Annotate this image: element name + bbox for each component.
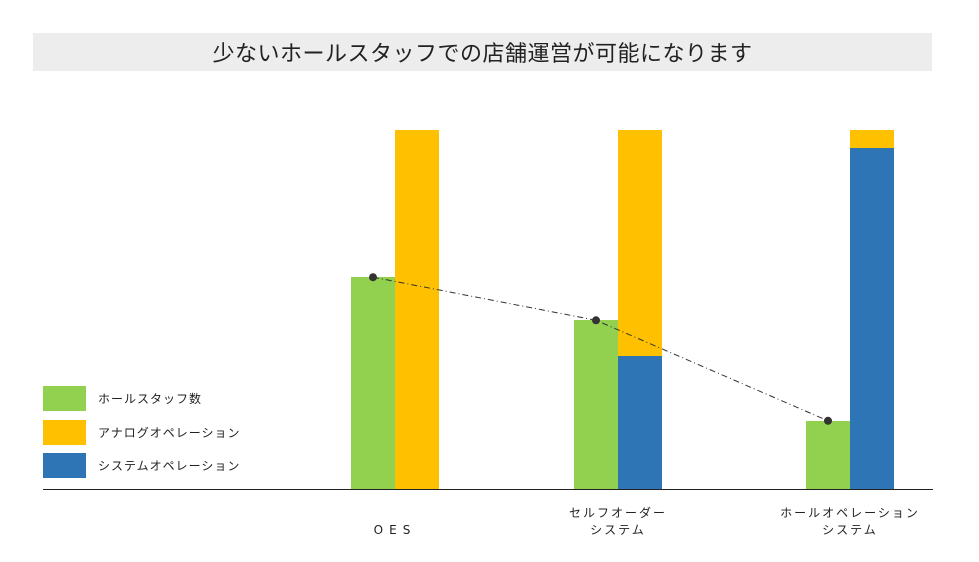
trend-point bbox=[824, 416, 832, 425]
legend-item: システムオペレーション bbox=[43, 453, 240, 478]
bar-analog-operation bbox=[850, 130, 894, 148]
bar-staff bbox=[806, 420, 850, 489]
legend-swatch bbox=[43, 386, 86, 411]
bar-staff bbox=[574, 320, 618, 489]
trend-point bbox=[369, 273, 377, 282]
x-tick-label: セルフオーダー システム bbox=[568, 506, 667, 537]
legend-swatch bbox=[43, 420, 86, 445]
bar-staff bbox=[351, 277, 395, 489]
x-tick-label: OES bbox=[373, 523, 417, 537]
bar-system-operation bbox=[850, 147, 894, 489]
legend-item: アナログオペレーション bbox=[43, 420, 241, 445]
chart-title-bar: 少ないホールスタッフでの店舗運営が可能になります bbox=[33, 33, 932, 71]
legend-label: システムオペレーション bbox=[98, 459, 241, 473]
x-axis-line bbox=[43, 489, 933, 490]
chart-title: 少ないホールスタッフでの店舗運営が可能になります bbox=[212, 42, 753, 67]
x-tick-label: ホールオペレーション システム bbox=[780, 506, 920, 537]
bar-system-operation bbox=[618, 356, 662, 489]
trend-point bbox=[592, 316, 600, 325]
legend-label: アナログオペレーション bbox=[98, 426, 241, 440]
legend-item: ホールスタッフ数 bbox=[43, 386, 202, 411]
bar-analog-operation bbox=[395, 130, 439, 489]
legend-label: ホールスタッフ数 bbox=[98, 392, 203, 406]
bar-analog-operation bbox=[618, 130, 662, 357]
legend-swatch bbox=[43, 453, 86, 478]
